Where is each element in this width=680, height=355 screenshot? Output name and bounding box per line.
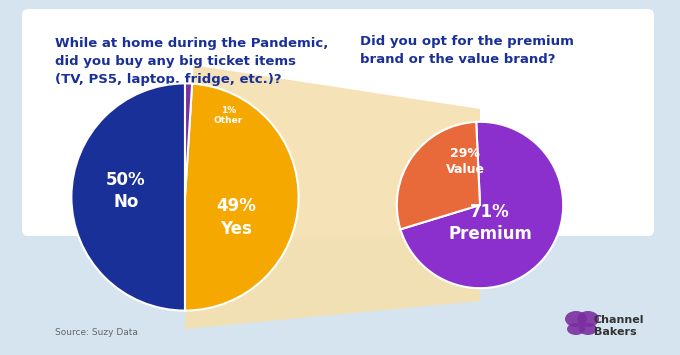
Ellipse shape: [567, 323, 585, 335]
Text: 50%
No: 50% No: [106, 171, 146, 212]
Text: 1%
Other: 1% Other: [214, 105, 243, 125]
Text: Did you opt for the premium
brand or the value brand?: Did you opt for the premium brand or the…: [360, 35, 574, 66]
Ellipse shape: [565, 311, 587, 327]
Wedge shape: [397, 122, 480, 229]
Wedge shape: [401, 122, 563, 288]
Ellipse shape: [577, 311, 599, 327]
Text: Channel
Bakers: Channel Bakers: [594, 315, 645, 337]
Wedge shape: [185, 84, 299, 311]
Wedge shape: [71, 83, 185, 311]
Text: 29%
Value: 29% Value: [445, 147, 485, 176]
Text: 71%
Premium: 71% Premium: [448, 203, 532, 244]
Text: While at home during the Pandemic,
did you buy any big ticket items
(TV, PS5, la: While at home during the Pandemic, did y…: [55, 37, 328, 86]
FancyBboxPatch shape: [22, 9, 654, 236]
Wedge shape: [185, 83, 192, 197]
Text: Source: Suzy Data: Source: Suzy Data: [55, 328, 138, 337]
Text: 49%
Yes: 49% Yes: [216, 197, 256, 237]
Ellipse shape: [579, 323, 597, 335]
Polygon shape: [185, 65, 480, 329]
